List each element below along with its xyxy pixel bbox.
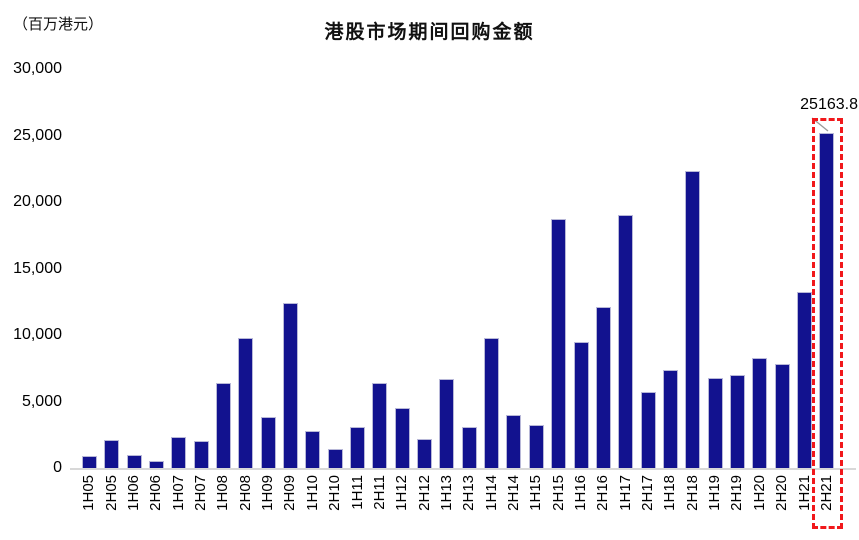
bar-2H05 [104,440,120,468]
bar-1H17 [618,215,634,468]
bar-2H09 [282,303,298,468]
bar-1H07 [171,437,187,468]
bar-2H10 [327,449,343,468]
x-axis-line [70,468,856,470]
x-tick-label: 1H12 [393,475,411,511]
bar-1H14 [484,337,500,468]
x-tick-label: 2H07 [192,475,210,511]
x-tick-label: 1H16 [572,475,589,511]
bar-1H18 [662,369,678,468]
y-tick-label: 25,000 [13,126,62,144]
bar-1H12 [394,408,410,468]
x-tick-label: 2H16 [594,475,612,511]
bar-2H16 [595,307,611,468]
bar-1H11 [350,426,365,468]
x-tick-label: 1H07 [169,475,187,511]
x-tick-label: 1H17 [616,475,634,511]
bar-1H09 [260,417,276,468]
x-tick-label: 1H11 [348,475,366,510]
bar-1H21 [797,292,812,468]
x-tick-label: 2H14 [504,475,522,511]
x-tick-label: 1H21 [795,475,813,511]
x-tick-label: 2H17 [639,475,657,511]
x-tick-label: 1H19 [706,475,724,511]
x-tick-label: 1H08 [214,475,232,511]
bar-1H13 [439,378,455,468]
y-tick-label: 30,000 [13,60,62,77]
y-tick-label: 0 [53,459,62,476]
bar-1H16 [573,341,589,468]
x-tick-label: 1H10 [303,475,321,511]
x-tick-label: 2H15 [549,475,567,511]
annotation-value-label: 25163.8 [800,96,858,113]
bar-1H10 [305,430,321,468]
x-tick-label: 1H20 [750,475,768,511]
x-tick-label: 1H18 [661,475,679,511]
bar-2H14 [506,414,522,468]
x-tick-label: 2H12 [415,475,433,511]
bar-2H08 [238,337,254,468]
x-tick-label: 2H20 [773,475,791,511]
bar-1H05 [81,456,97,468]
bar-1H20 [752,357,768,468]
x-tick-label: 2H10 [326,475,344,511]
bar-2H21 [819,133,835,468]
y-tick-label: 5,000 [21,392,62,410]
bar-2H15 [551,219,567,468]
x-tick-label: 2H19 [728,475,746,511]
highlight-box [812,118,843,529]
x-tick-label: 2H05 [102,475,120,511]
y-tick-label: 15,000 [13,259,62,277]
x-tick-label: 2H06 [147,475,165,511]
bar-1H08 [215,382,231,468]
x-tick-label: 2H18 [683,475,701,511]
x-tick-label: 1H13 [437,475,455,511]
x-tick-label: 2H09 [281,475,299,511]
bar-2H11 [372,382,388,468]
chart-title: 港股市场期间回购金额 [324,22,535,43]
x-tick-label: 2H13 [460,475,478,511]
y-axis-unit-label: （百万港元） [13,16,104,33]
x-tick-label: 2H11 [370,475,388,510]
x-tick-label: 1H15 [527,475,545,511]
bar-2H19 [729,374,745,468]
bar-2H12 [417,438,433,468]
bar-1H15 [528,425,544,468]
bar-1H06 [126,454,142,468]
y-tick-label: 20,000 [13,193,62,210]
bar-2H20 [774,364,790,468]
bar-2H07 [193,441,209,468]
x-tick-label: 1H14 [482,475,500,511]
bar-2H17 [640,392,656,468]
x-tick-label: 1H05 [80,475,98,511]
bar-2H18 [685,171,701,468]
bar-2H06 [148,461,164,468]
x-tick-label: 2H08 [236,475,254,511]
bar-2H13 [461,426,477,468]
x-tick-label: 1H06 [125,475,142,511]
bar-1H19 [707,377,723,468]
y-tick-label: 10,000 [13,326,62,343]
x-tick-label: 1H09 [259,475,277,511]
